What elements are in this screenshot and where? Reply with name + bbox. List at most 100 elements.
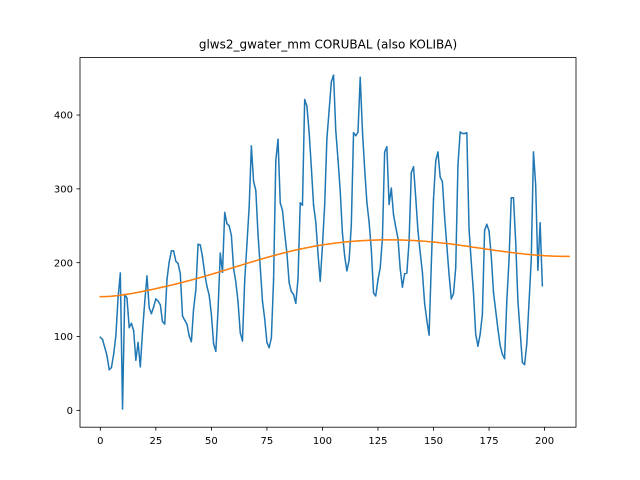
data-point [379, 267, 381, 269]
data-point [452, 292, 455, 295]
data-point [459, 131, 461, 133]
data-point [534, 184, 537, 186]
data-point [372, 239, 375, 241]
x-tick-label: 175 [479, 436, 498, 447]
data-point [288, 250, 290, 253]
data-point [526, 253, 528, 256]
data-point [228, 268, 230, 270]
axes-frame [79, 57, 577, 428]
data-point [370, 248, 373, 251]
data-point [130, 292, 133, 295]
data-point [239, 264, 242, 267]
data-point [270, 255, 273, 257]
data-point [479, 333, 481, 336]
x-tick-label: 0 [97, 436, 103, 447]
data-point [417, 240, 419, 242]
data-point [210, 313, 213, 316]
data-point [437, 151, 439, 153]
x-tick-label: 25 [149, 436, 162, 447]
data-point [201, 276, 204, 278]
data-point [368, 239, 370, 242]
data-point [397, 237, 399, 240]
data-point [479, 247, 481, 249]
data-point [428, 334, 430, 336]
data-point [470, 261, 473, 263]
data-point [99, 295, 102, 298]
data-point [481, 313, 484, 316]
data-point [272, 254, 275, 257]
data-point [335, 242, 337, 244]
data-point [561, 255, 564, 258]
data-point [510, 196, 512, 199]
data-point [321, 244, 324, 246]
data-point [183, 319, 186, 322]
data-point [128, 293, 130, 295]
data-point [175, 283, 177, 285]
data-point [439, 241, 441, 244]
data-point [226, 268, 228, 271]
data-point [386, 146, 388, 148]
data-point [266, 341, 268, 344]
data-point [466, 245, 468, 247]
data-point [203, 273, 206, 275]
data-point [481, 247, 484, 250]
data-point [310, 166, 313, 169]
data-point [401, 239, 404, 241]
data-point [330, 242, 333, 245]
data-point [295, 302, 297, 305]
data-point [423, 302, 426, 305]
data-point [106, 295, 108, 298]
data-point [101, 295, 104, 298]
data-point [141, 290, 144, 293]
data-point [217, 271, 219, 274]
data-point [179, 282, 182, 284]
data-point [346, 241, 348, 243]
data-point [341, 241, 344, 244]
data-point [168, 261, 170, 263]
data-point [426, 319, 428, 322]
data-point [410, 171, 413, 174]
data-point [255, 189, 257, 192]
data-point [277, 138, 279, 141]
data-point [228, 225, 230, 227]
data-point [281, 209, 284, 212]
data-point [290, 250, 293, 252]
data-point [268, 346, 270, 349]
data-point [157, 300, 159, 302]
data-point [452, 243, 455, 246]
data-point [346, 270, 348, 272]
data-point [241, 340, 244, 342]
data-point [399, 239, 401, 241]
data-point [470, 246, 473, 248]
data-point [188, 279, 190, 282]
data-point [219, 252, 222, 254]
data-point [552, 255, 555, 257]
data-point [259, 258, 261, 261]
data-point [239, 332, 242, 334]
data-point [186, 280, 188, 282]
data-point [368, 221, 370, 223]
data-point [466, 132, 468, 134]
data-point [112, 295, 115, 297]
data-point [190, 279, 193, 281]
data-point [121, 408, 124, 410]
data-point [421, 271, 424, 274]
data-point [203, 275, 206, 278]
data-point [144, 301, 146, 303]
data-point [395, 239, 397, 241]
data-point [326, 243, 328, 245]
data-point [443, 216, 446, 218]
data-point [146, 289, 148, 292]
data-point [508, 259, 510, 261]
data-point [261, 300, 264, 302]
data-point [457, 164, 459, 166]
data-point [155, 287, 157, 290]
data-point [190, 340, 193, 343]
data-point [217, 309, 219, 311]
data-point [241, 264, 244, 266]
y-tick-label: 400 [54, 111, 73, 122]
data-point [434, 241, 437, 243]
data-point [506, 300, 508, 302]
data-point [299, 248, 301, 250]
data-point [543, 254, 546, 257]
